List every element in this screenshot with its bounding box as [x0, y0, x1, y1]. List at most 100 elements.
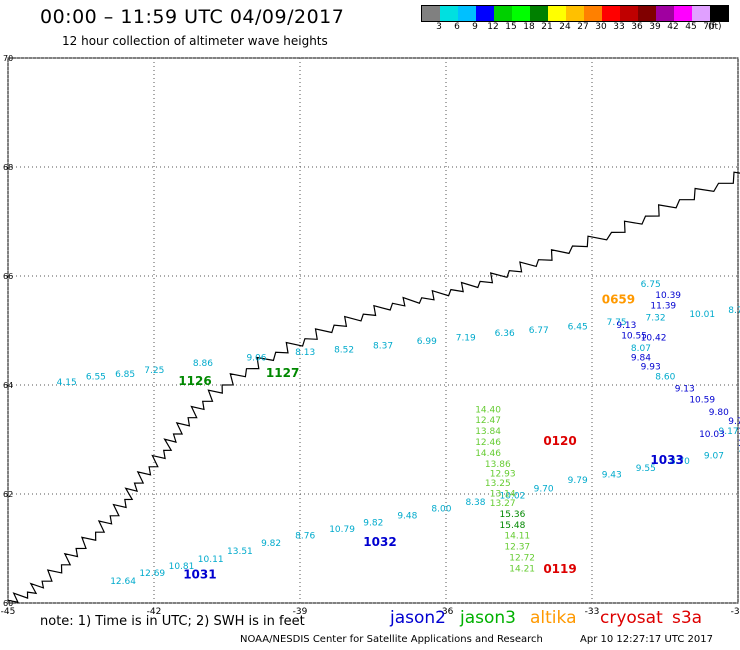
lat-tick-label: 66 — [3, 272, 13, 281]
wave-height-label: 6.55 — [86, 373, 106, 383]
color-swatch — [494, 6, 512, 21]
color-scale-label: 6 — [454, 22, 460, 32]
wave-height-label: 13.14 — [490, 490, 516, 500]
color-scale-label: 70 — [703, 22, 715, 32]
color-scale-label: 36 — [631, 22, 643, 32]
wave-height-label: 9.13 — [616, 321, 636, 331]
wave-height-label: 8.60 — [655, 373, 675, 383]
wave-height-label: 6.36 — [495, 329, 515, 339]
note-text: note: 1) Time is in UTC; 2) SWH is in fe… — [40, 614, 305, 629]
wave-height-label: 13.27 — [490, 499, 516, 509]
wave-height-label: 9.78 — [728, 417, 740, 427]
wave-height-label: 7.75 — [607, 318, 627, 328]
lon-tick-label: -36 — [439, 607, 454, 617]
color-swatch — [422, 6, 440, 21]
color-scale-label: 27 — [577, 22, 589, 32]
color-scale-label: 39 — [649, 22, 661, 32]
wave-height-label: 10.95 — [738, 444, 740, 454]
color-scale-label: 9 — [472, 22, 478, 32]
wave-height-label: 8.79 — [728, 306, 740, 316]
color-swatch — [620, 6, 638, 21]
lat-tick-label: 64 — [3, 381, 13, 390]
color-swatch — [584, 6, 602, 21]
wave-height-label: 15.48 — [500, 521, 526, 531]
lon-tick-label: -42 — [147, 607, 162, 617]
wave-height-label: 9.06 — [246, 353, 266, 363]
wave-height-label: 10.55 — [621, 332, 647, 342]
color-scale-label: 42 — [667, 22, 679, 32]
wave-height-label: 6.99 — [417, 337, 437, 347]
lat-tick-label: 70 — [3, 54, 13, 63]
wave-height-label: 9.84 — [631, 353, 651, 363]
wave-height-label: 12.64 — [110, 577, 136, 587]
lat-tick-label: 62 — [3, 490, 13, 499]
wave-height-label: 7.32 — [646, 314, 666, 324]
color-scale-label: 15 — [505, 22, 517, 32]
wave-height-label: 9.43 — [602, 471, 622, 481]
color-swatch — [566, 6, 584, 21]
wave-height-label: 6.75 — [641, 280, 661, 290]
wave-height-label: 13.84 — [475, 427, 501, 437]
pass-time-label: 1032 — [363, 535, 396, 549]
wave-height-label: 8.37 — [373, 341, 393, 351]
color-swatch — [440, 6, 458, 21]
lon-tick-label: -45 — [1, 607, 16, 617]
wave-height-label: 13.86 — [485, 460, 511, 470]
wave-height-label: 11.39 — [650, 302, 676, 312]
wave-height-label: 8.00 — [431, 504, 451, 514]
wave-height-label: 10.01 — [689, 310, 715, 320]
chart-subtitle: 12 hour collection of altimeter wave hei… — [62, 34, 328, 48]
wave-height-label: 9.17 — [719, 427, 739, 437]
footer-timestamp: Apr 10 12:27:17 UTC 2017 — [580, 634, 713, 645]
color-swatch — [674, 6, 692, 21]
color-scale-label: 24 — [559, 22, 571, 32]
wave-height-label: 9.48 — [397, 512, 417, 522]
color-swatch — [656, 6, 674, 21]
pass-time-label: 1033 — [650, 453, 683, 467]
wave-height-label: 12.72 — [509, 553, 535, 563]
wave-height-label: 4.15 — [57, 378, 77, 388]
color-swatch — [602, 6, 620, 21]
legend-altika: altika — [530, 608, 577, 628]
wave-height-label: 12.37 — [504, 543, 530, 553]
pass-time-label: 0659 — [602, 292, 635, 306]
wave-height-label: 9.82 — [363, 519, 383, 529]
legend-s3a: s3a — [672, 608, 703, 628]
color-swatch — [692, 6, 710, 21]
lat-tick-label: 60 — [3, 599, 13, 608]
wave-height-label: 12.93 — [490, 470, 516, 480]
color-scale-label: 33 — [613, 22, 625, 32]
wave-height-label: 6.85 — [115, 370, 135, 380]
wave-height-label: 9.79 — [568, 476, 588, 486]
pass-time-label: 0120 — [543, 434, 576, 448]
wave-height-label: 6.77 — [529, 326, 549, 336]
lon-tick-label: -39 — [293, 607, 308, 617]
legend-jason2: jason2 — [390, 608, 446, 628]
wave-height-label: 8.13 — [295, 348, 315, 358]
wave-height-label: 10.59 — [689, 395, 715, 405]
wave-height-label: 10.02 — [500, 491, 526, 501]
pass-time-label: 1031 — [183, 567, 216, 581]
wave-height-label: 13.51 — [227, 547, 253, 557]
wave-height-label: 9.80 — [709, 408, 729, 418]
wave-height-label: 8.86 — [193, 359, 213, 369]
legend-jason3: jason3 — [460, 608, 516, 628]
wave-height-label: 14.46 — [475, 449, 501, 459]
wave-height-label: 10.81 — [169, 562, 195, 572]
color-scale-label: 30 — [595, 22, 607, 32]
wave-height-label: 12.46 — [475, 438, 501, 448]
wave-height-label: 8.70 — [670, 457, 690, 467]
wave-height-label: 10.79 — [329, 525, 355, 535]
color-scale-label: 45 — [685, 22, 697, 32]
wave-height-label: 8.52 — [334, 345, 354, 355]
wave-height-label: 7.19 — [456, 333, 476, 343]
wave-height-label: 6.45 — [568, 322, 588, 332]
color-swatch — [476, 6, 494, 21]
lon-tick-label: -33 — [585, 607, 600, 617]
coastline — [7, 171, 740, 604]
footer-credit: NOAA/NESDIS Center for Satellite Applica… — [240, 634, 543, 645]
wave-height-label: 12.47 — [475, 416, 501, 426]
wave-height-label: 9.70 — [534, 484, 554, 494]
wave-height-label: 10.42 — [641, 333, 667, 343]
